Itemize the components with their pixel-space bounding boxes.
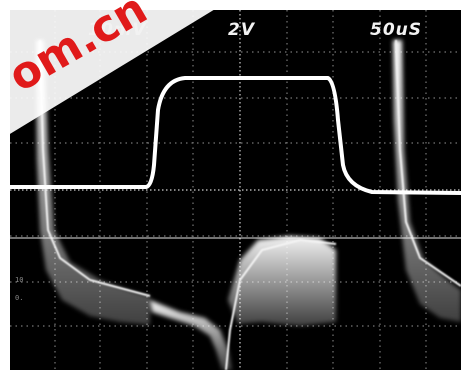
channel2-scale-label: 2V [228,20,255,40]
square-wave-trace [10,76,461,195]
side-tick-label: 10 [15,276,24,284]
response-trace-core [39,39,461,370]
watermark-band [0,0,230,140]
side-tick-label: 0. [15,294,24,302]
channel1-scale-label: 10mV [88,20,147,40]
timebase-label: 50uS [370,20,423,40]
